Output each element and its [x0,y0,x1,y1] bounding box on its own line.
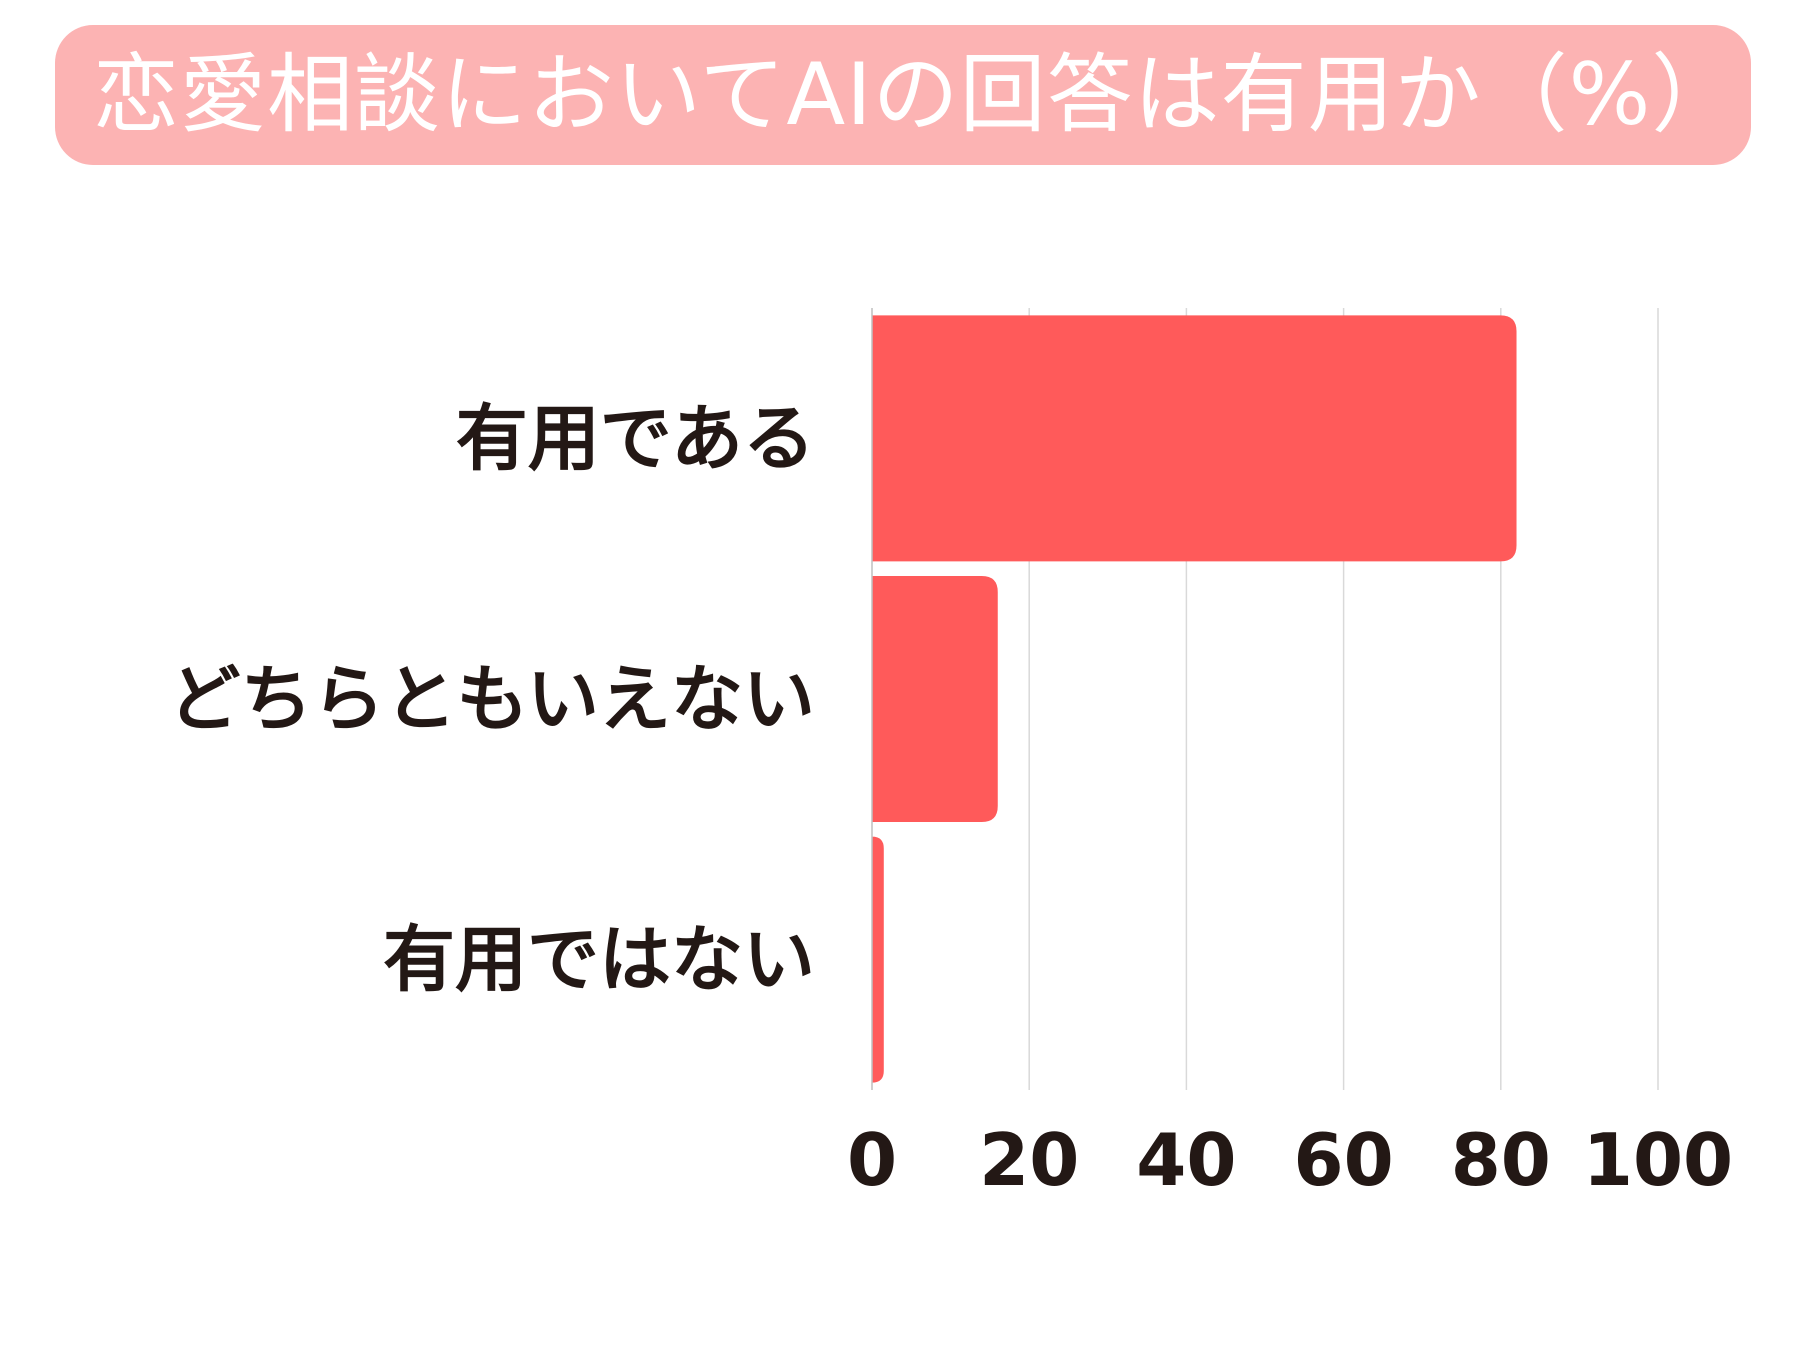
x-tick-label-80: 80 [1451,1118,1551,1202]
x-tick-label-0: 0 [847,1118,897,1202]
bar-1 [872,576,998,822]
bar-2 [872,836,884,1083]
category-label-1: どちらともいえない [168,657,815,741]
category-label-0: 有用である [456,396,815,480]
x-tick-label-60: 60 [1293,1118,1393,1202]
chart-title-banner: 恋愛相談においてAIの回答は有用か（%） [55,25,1751,165]
chart-title: 恋愛相談においてAIの回答は有用か（%） [93,45,1739,145]
category-label-2: 有用ではない [383,918,815,1002]
bar-0 [872,315,1517,562]
x-tick-label-20: 20 [979,1118,1079,1202]
x-tick-label-100: 100 [1583,1118,1733,1202]
x-tick-label-40: 40 [1136,1118,1236,1202]
